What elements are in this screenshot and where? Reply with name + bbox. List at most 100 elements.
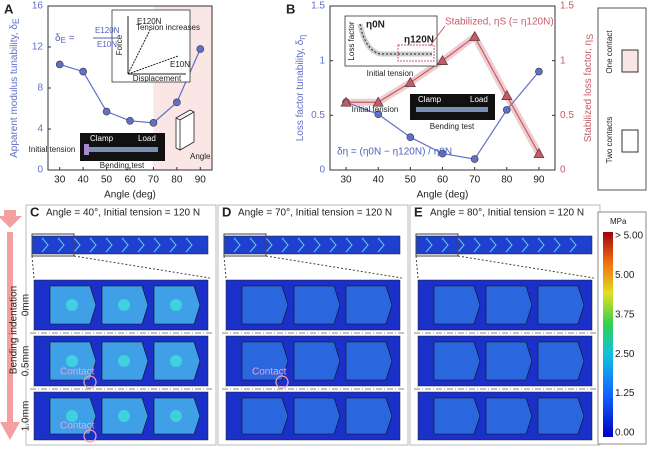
x-tick-label: 50 bbox=[101, 175, 113, 186]
x-axis-label: Angle (deg) bbox=[104, 190, 156, 201]
zoom-line bbox=[73, 255, 211, 279]
strip-cell bbox=[185, 237, 193, 253]
inset-box bbox=[111, 9, 191, 83]
fe-cell bbox=[433, 341, 481, 381]
inset-a: Force Displacement E120N E10N Tension in… bbox=[29, 9, 211, 170]
formula-num: E120N bbox=[95, 26, 120, 35]
inset-label: η0N bbox=[366, 20, 385, 31]
fe-cell bbox=[293, 341, 341, 381]
y-tick-label: 1 bbox=[319, 55, 325, 66]
y-tick-label: 8 bbox=[37, 83, 43, 94]
strip-cell bbox=[249, 237, 257, 253]
inset-label: Clamp bbox=[418, 95, 442, 104]
colorbar-label: 3.75 bbox=[615, 309, 635, 320]
y-tick-label: 4 bbox=[37, 124, 43, 135]
x-tick-label: 30 bbox=[341, 175, 353, 186]
marker bbox=[470, 155, 479, 163]
fe-cell bbox=[345, 397, 393, 435]
panel-label: C bbox=[30, 204, 40, 219]
indentation: Bending indentation bbox=[0, 210, 22, 440]
panel-label: E bbox=[414, 204, 423, 219]
zoom-line bbox=[265, 255, 403, 279]
strip-cell bbox=[313, 237, 321, 253]
marker bbox=[533, 147, 545, 158]
y-tick-label: 0 bbox=[37, 165, 43, 176]
inset-label: E120N bbox=[137, 17, 162, 26]
inset-ylabel: Force bbox=[115, 34, 124, 55]
strip-cell bbox=[489, 237, 497, 253]
strip-cell bbox=[345, 237, 353, 253]
legend-box bbox=[597, 7, 647, 191]
x-tick-label: 80 bbox=[501, 175, 513, 186]
y2-tick-label: 0 bbox=[560, 165, 566, 176]
x-tick-label: 60 bbox=[437, 175, 449, 186]
strip-cell bbox=[233, 237, 241, 253]
inset-label: Bending test bbox=[100, 161, 145, 170]
fe-hot bbox=[118, 355, 130, 367]
marker bbox=[55, 60, 64, 69]
strip-cell bbox=[377, 237, 385, 253]
strip-cell bbox=[169, 237, 177, 253]
strip-cell bbox=[505, 237, 513, 253]
inset-label: E10N bbox=[170, 60, 190, 69]
marker bbox=[196, 45, 205, 53]
marker bbox=[404, 76, 416, 87]
fe-hot bbox=[170, 410, 182, 422]
y-axis-label: Apparent modulus tunability, δE bbox=[9, 18, 22, 158]
beam bbox=[416, 107, 488, 112]
y-tick-label: 0.5 bbox=[311, 110, 325, 121]
x-tick-label: 50 bbox=[405, 175, 417, 186]
inset-curve bbox=[359, 23, 432, 55]
marker bbox=[126, 117, 134, 125]
x-tick-label: 70 bbox=[148, 175, 160, 186]
fe-cell bbox=[485, 397, 533, 435]
panel-label: D bbox=[222, 204, 231, 219]
indentation-level: 0.5mm bbox=[21, 346, 32, 377]
fe-cell bbox=[485, 341, 533, 381]
marker bbox=[340, 96, 352, 107]
legend-label: Two contacts bbox=[605, 117, 614, 164]
marker bbox=[372, 96, 384, 107]
label-part: Loss factor tunability, δ bbox=[295, 39, 306, 141]
fe-hot bbox=[118, 410, 130, 422]
inset-label: Load bbox=[138, 134, 156, 143]
beam bbox=[86, 147, 158, 152]
contact-circle bbox=[83, 375, 97, 389]
marker bbox=[436, 55, 449, 65]
fe-cell bbox=[293, 397, 341, 435]
inset-b: Loss factor η0N η120N Initial tension St… bbox=[337, 15, 554, 158]
inset-label: Clamp bbox=[90, 134, 114, 143]
fe-cell bbox=[241, 285, 289, 325]
strip-cell bbox=[105, 237, 113, 253]
panel-label: B bbox=[286, 1, 295, 16]
y-tick-label: 1.5 bbox=[311, 1, 325, 12]
x-axis-label: Angle (deg) bbox=[417, 190, 469, 201]
legend: One contact Two contacts bbox=[597, 7, 647, 191]
highlight-box bbox=[397, 44, 435, 62]
formula: δη = (η0N − η120N) / η0N bbox=[337, 147, 452, 158]
fe-hot bbox=[66, 410, 78, 422]
fe-cell bbox=[293, 285, 341, 325]
strip-cell bbox=[57, 237, 65, 253]
indentation-label: Bending indentation bbox=[9, 286, 20, 374]
colorbar: MPa bbox=[597, 211, 647, 445]
panel-title: Angle = 80°, Initial tension = 120 N bbox=[430, 208, 584, 219]
annotation: Stabilized, ηS (= η120N) bbox=[445, 17, 554, 28]
indentation-level: 1.0mm bbox=[21, 401, 32, 432]
contact-circle bbox=[275, 375, 289, 389]
y2-tick-label: 0.5 bbox=[560, 110, 574, 121]
fe-cell bbox=[537, 341, 585, 381]
marker bbox=[374, 110, 383, 119]
x-tick-label: 90 bbox=[195, 175, 207, 186]
x-tick-label: 40 bbox=[78, 175, 90, 186]
fe-hot bbox=[170, 355, 182, 367]
panel-title: Angle = 70°, Initial tension = 120 N bbox=[238, 208, 392, 219]
fe-cell bbox=[537, 397, 585, 435]
fe-hot bbox=[118, 299, 130, 311]
y-tick-label: 16 bbox=[32, 1, 44, 12]
strip-cell bbox=[521, 237, 529, 253]
legend-swatch bbox=[621, 129, 639, 153]
annotation-arrow bbox=[429, 25, 446, 47]
strip-cell bbox=[89, 237, 97, 253]
fe-hot bbox=[66, 299, 78, 311]
